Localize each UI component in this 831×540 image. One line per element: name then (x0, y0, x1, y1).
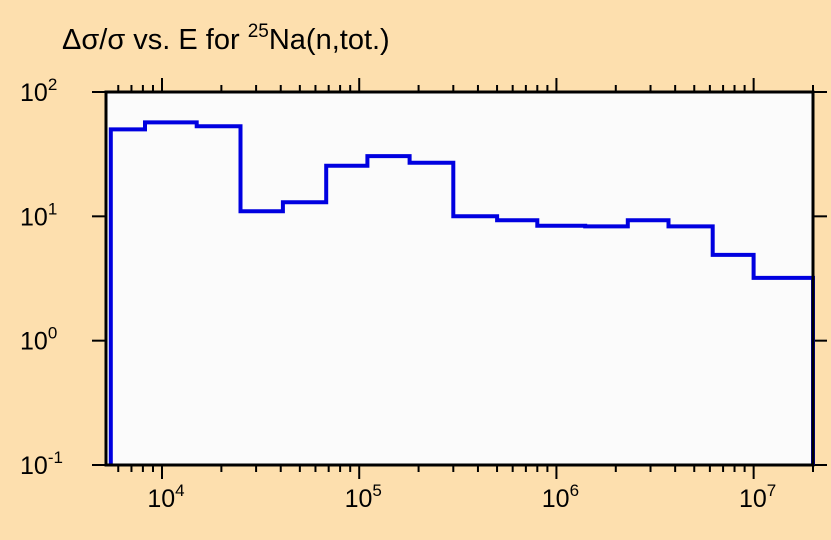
y-tick-labels: 102 101 100 10-1 (20, 75, 63, 480)
plot-area (106, 92, 813, 465)
chart-title-suffix: Na(n,tot.) (269, 24, 390, 56)
series-step-line (108, 120, 815, 465)
y-tick-label: 100 (20, 324, 57, 356)
chart-title-prefix: Δσ/σ vs. E for (62, 24, 248, 56)
x-tick-label: 105 (345, 481, 382, 513)
chart-title-superscript: 25 (248, 21, 269, 42)
y-tick-label: 10-1 (20, 448, 63, 480)
x-tick-label: 106 (542, 481, 579, 513)
chart-title: Δσ/σ vs. E for 25Na(n,tot.) (62, 21, 390, 56)
x-tick-labels: 104 105 106 107 (147, 481, 776, 513)
x-tick-label: 107 (739, 481, 776, 513)
y-tick-label: 102 (20, 75, 57, 107)
y-tick-label: 101 (20, 199, 57, 231)
x-tick-label: 104 (147, 481, 184, 513)
plot-frame (104, 90, 815, 467)
